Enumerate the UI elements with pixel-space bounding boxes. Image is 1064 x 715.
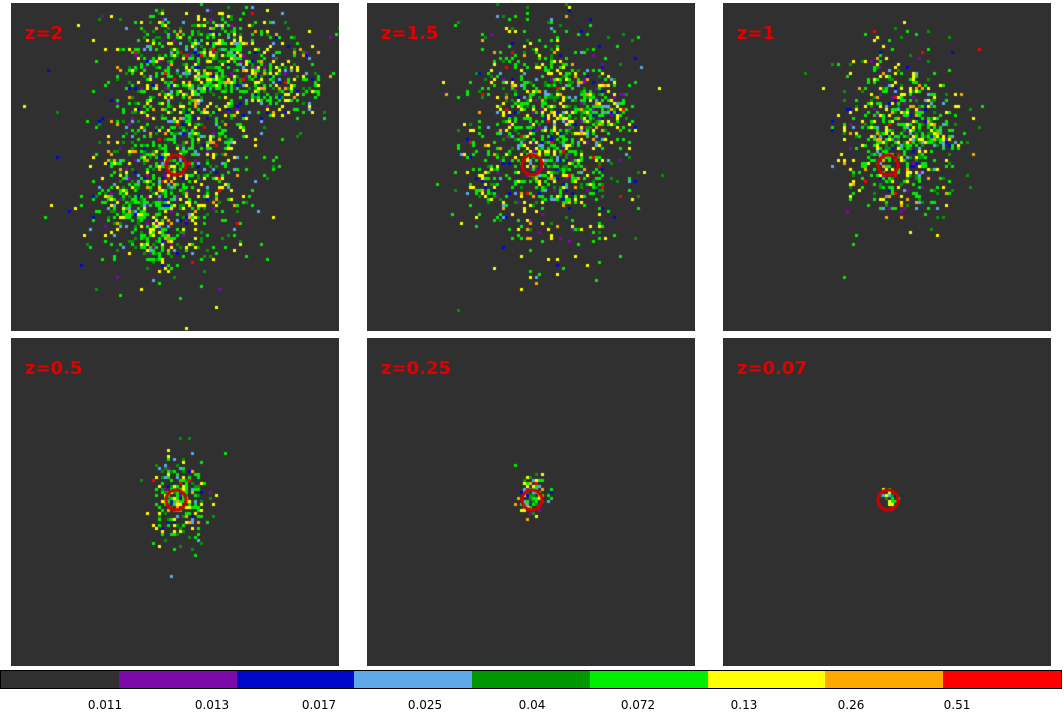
redshift-label: z=2 bbox=[25, 23, 64, 44]
colorbar-segment bbox=[118, 671, 237, 688]
panel-z2: z=2 bbox=[11, 3, 339, 331]
colorbar-tick: 0.13 bbox=[730, 698, 758, 712]
panel-z1.5: z=1.5 bbox=[367, 3, 695, 331]
colorbar-segment bbox=[825, 671, 944, 688]
colorbar-tick: 0.51 bbox=[943, 698, 971, 712]
colorbar-segment bbox=[589, 671, 708, 688]
redshift-label: z=0.5 bbox=[25, 358, 83, 379]
redshift-label: z=1 bbox=[737, 23, 776, 44]
colorbar-tick: 0.025 bbox=[407, 698, 443, 712]
colorbar-segment bbox=[1, 671, 119, 688]
colorbar-segment bbox=[943, 671, 1062, 688]
density-map bbox=[11, 338, 339, 666]
colorbar-tick: 0.011 bbox=[87, 698, 123, 712]
density-map bbox=[367, 3, 695, 331]
panel-z0.25: z=0.25 bbox=[367, 338, 695, 666]
redshift-label: z=0.25 bbox=[381, 358, 451, 379]
colorbar-tick: 0.072 bbox=[620, 698, 656, 712]
redshift-label: z=0.07 bbox=[737, 358, 807, 379]
colorbar-tick: 0.017 bbox=[301, 698, 337, 712]
density-map bbox=[11, 3, 339, 331]
colorbar-tick: 0.26 bbox=[837, 698, 865, 712]
density-map bbox=[723, 338, 1051, 666]
colorbar bbox=[0, 670, 1062, 689]
colorbar-tick: 0.04 bbox=[518, 698, 546, 712]
panel-z1: z=1 bbox=[723, 3, 1051, 331]
panel-z0.07: z=0.07 bbox=[723, 338, 1051, 666]
density-map bbox=[723, 3, 1051, 331]
redshift-label: z=1.5 bbox=[381, 23, 439, 44]
colorbar-segment bbox=[472, 671, 590, 688]
colorbar-tick: 0.013 bbox=[194, 698, 230, 712]
colorbar-segment bbox=[236, 671, 355, 688]
colorbar-segment bbox=[354, 671, 473, 688]
colorbar-segment bbox=[707, 671, 826, 688]
density-map bbox=[367, 338, 695, 666]
panel-z0.5: z=0.5 bbox=[11, 338, 339, 666]
